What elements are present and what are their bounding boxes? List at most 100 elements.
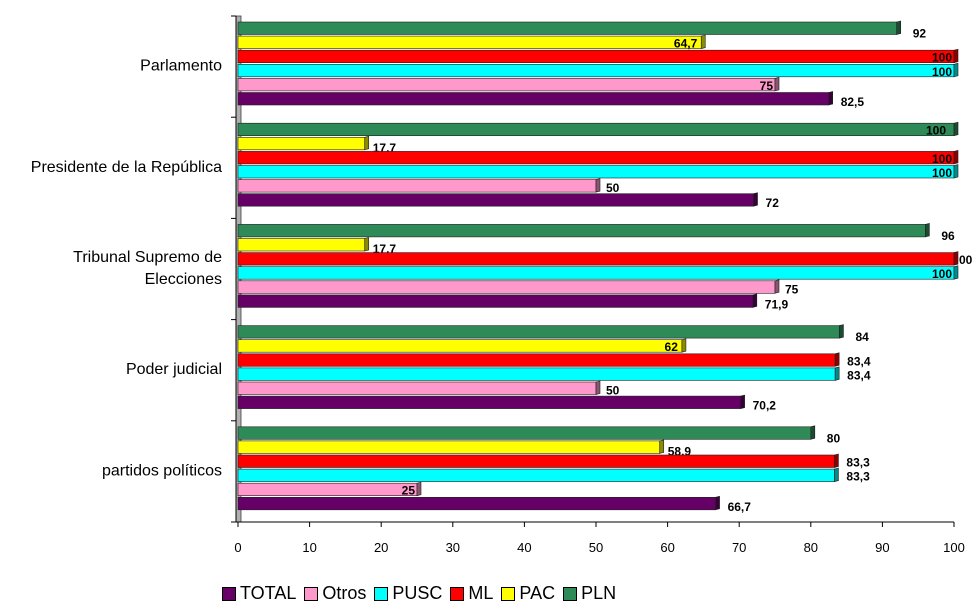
legend-label: PLN [581,583,617,603]
data-label: 66,7 [728,500,752,514]
bar-end-cap [953,150,959,165]
data-label: 72 [766,196,780,210]
bar-end-cap [774,77,780,92]
data-label: 70,2 [753,399,777,413]
x-tick-label: 0 [234,540,241,555]
legend-swatch [563,586,578,601]
legend-label: PAC [519,583,556,603]
bar [237,179,597,193]
bar-end-cap [753,192,758,207]
bar-end-cap [953,62,959,78]
data-label: 25 [402,484,416,498]
legend-item: Otros [304,583,366,604]
data-label: 80 [827,431,841,445]
bar-end-cap [953,164,959,179]
data-label: 71,9 [765,297,789,311]
bar-end-cap [810,425,816,440]
legend-label: TOTAL [240,583,297,603]
legend-item: PLN [563,583,616,604]
data-label: 64,7 [674,37,698,51]
bar-end-cap [953,251,959,266]
x-tick-label: 70 [732,540,746,555]
x-tick-label: 50 [589,540,603,555]
legend-item: PAC [501,583,555,604]
bar [237,325,840,339]
bar [237,454,835,468]
bar-end-cap [364,237,370,252]
bar-end-cap [953,265,959,280]
x-tick-label: 60 [660,540,674,555]
bar [237,64,955,78]
bar-end-cap [700,34,706,49]
bar-end-cap [595,380,601,395]
data-label: 96 [941,229,955,243]
bar-end-cap [953,48,959,64]
data-label: 82,5 [841,95,865,109]
bar-end-cap [595,178,601,193]
data-label: 00 [959,253,973,267]
legend-item: ML [450,583,493,604]
bar-end-cap [834,366,840,381]
x-tick-label: 100 [943,540,965,555]
data-label: 100 [932,166,952,180]
data-label: 75 [785,282,799,296]
bar [237,468,835,482]
bar-end-cap [828,91,833,106]
data-label: 75 [760,79,774,93]
legend-item: TOTAL [222,583,296,604]
bar [237,339,683,353]
data-label: 62 [665,340,679,354]
bar-end-cap [416,481,422,497]
bar [237,151,955,165]
data-label: 50 [606,384,620,398]
data-label: 50 [606,181,620,195]
data-label: 100 [932,267,952,281]
bar-end-cap [896,20,902,35]
x-tick-label: 80 [804,540,818,555]
category-label: Poder judicial [126,361,222,378]
bar [237,482,418,497]
data-label: 83,3 [846,470,870,484]
legend-swatch [450,586,465,601]
bar [237,367,836,381]
legend-label: PUSC [392,583,443,603]
bar-end-cap [364,135,370,151]
legend-label: Otros [322,583,367,603]
bar [237,395,741,409]
category-label: Parlamento [140,58,222,75]
legend-swatch [304,586,319,601]
legend-item: PUSC [374,583,442,604]
data-label: 100 [932,152,952,166]
data-label: 83,4 [847,354,871,368]
bar [237,224,926,238]
bar [237,294,754,308]
bar [237,78,776,92]
bar [237,381,597,395]
bar-end-cap [740,394,745,409]
bar [237,122,955,136]
data-label: 92 [913,27,927,41]
legend-swatch [222,586,236,601]
bar [237,92,830,106]
x-tick-label: 10 [302,540,316,555]
x-tick-label: 90 [875,540,889,555]
bar-end-cap [715,495,720,511]
bar [237,496,716,511]
bar [237,21,898,35]
bar [237,238,366,252]
category-label: partidos políticos [102,462,222,479]
data-label: 84 [855,330,869,344]
category-label: Presidente de la República [31,159,222,176]
bar-end-cap [925,223,930,238]
bar-end-cap [752,293,758,308]
bar-end-cap [681,338,687,353]
bar [237,137,366,151]
bar-end-cap [839,324,844,339]
x-tick-label: 30 [446,540,460,555]
bar [237,426,812,440]
bar-end-cap [834,453,839,468]
bar [237,165,955,179]
bar [237,35,702,49]
x-tick-label: 40 [517,540,531,555]
bar-end-cap [834,467,839,482]
